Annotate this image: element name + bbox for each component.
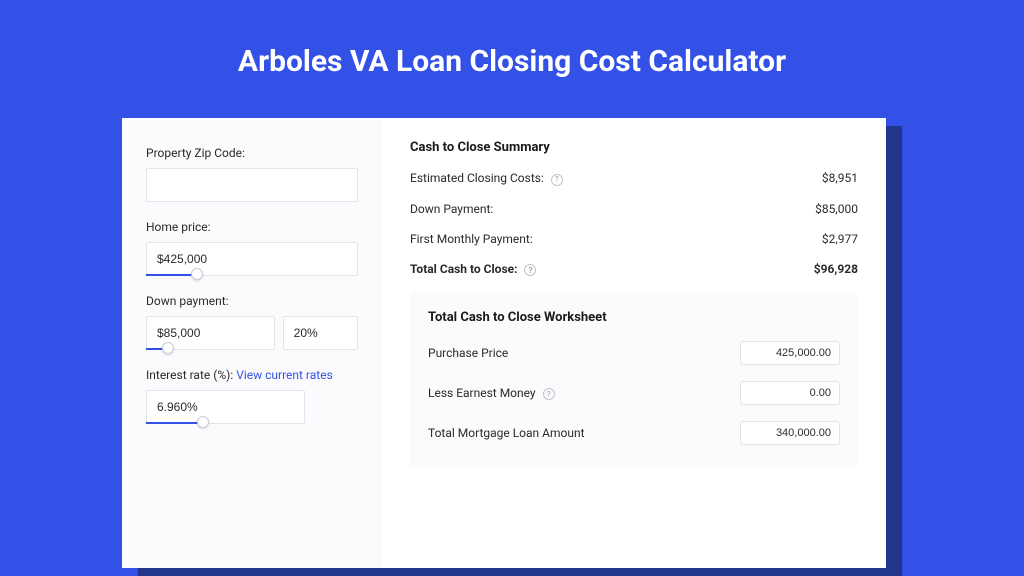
slider-track — [146, 274, 197, 276]
field-interest-rate: Interest rate (%): View current rates — [146, 368, 358, 424]
summary-total-label: Total Cash to Close: — [410, 262, 517, 276]
help-icon[interactable]: ? — [543, 388, 555, 400]
worksheet-title: Total Cash to Close Worksheet — [428, 310, 840, 325]
summary-row-value: $2,977 — [822, 232, 858, 246]
worksheet-row: Total Mortgage Loan Amount — [428, 421, 840, 445]
down-payment-label: Down payment: — [146, 294, 358, 308]
summary-row-label: Down Payment: — [410, 202, 493, 216]
interest-rate-label: Interest rate (%): View current rates — [146, 368, 358, 382]
summary-row-value: $8,951 — [822, 171, 858, 185]
worksheet-row-label: Total Mortgage Loan Amount — [428, 426, 585, 440]
calculator-card: Property Zip Code: Home price: Down paym… — [122, 118, 886, 568]
summary-title: Cash to Close Summary — [410, 140, 858, 155]
slider-thumb[interactable] — [191, 268, 203, 280]
worksheet-row: Less Earnest Money ? — [428, 381, 840, 405]
help-icon[interactable]: ? — [551, 174, 563, 186]
field-down-payment: Down payment: — [146, 294, 358, 350]
worksheet-row-input[interactable] — [740, 341, 840, 365]
home-price-input[interactable] — [146, 242, 358, 276]
summary-row-label: Estimated Closing Costs: — [410, 171, 544, 185]
summary-total-row: Total Cash to Close: ? $96,928 — [410, 262, 858, 277]
zip-label: Property Zip Code: — [146, 146, 358, 160]
page-title: Arboles VA Loan Closing Cost Calculator — [0, 44, 1024, 79]
summary-total-value: $96,928 — [814, 262, 858, 276]
interest-rate-input[interactable] — [146, 390, 305, 424]
summary-row: Down Payment: $85,000 — [410, 202, 858, 216]
worksheet-row-label: Less Earnest Money — [428, 386, 536, 400]
worksheet-row-label: Purchase Price — [428, 346, 508, 360]
worksheet-row-input[interactable] — [740, 381, 840, 405]
interest-rate-label-text: Interest rate (%): — [146, 368, 236, 382]
down-payment-percent-input[interactable] — [283, 316, 358, 350]
home-price-label: Home price: — [146, 220, 358, 234]
field-home-price: Home price: — [146, 220, 358, 276]
help-icon[interactable]: ? — [524, 264, 536, 276]
summary-row: First Monthly Payment: $2,977 — [410, 232, 858, 246]
view-rates-link[interactable]: View current rates — [236, 368, 333, 382]
summary-row: Estimated Closing Costs: ? $8,951 — [410, 171, 858, 186]
inputs-panel: Property Zip Code: Home price: Down paym… — [122, 118, 382, 568]
slider-thumb[interactable] — [162, 342, 174, 354]
worksheet-row: Purchase Price — [428, 341, 840, 365]
summary-row-label: First Monthly Payment: — [410, 232, 533, 246]
summary-row-value: $85,000 — [815, 202, 858, 216]
worksheet-panel: Total Cash to Close Worksheet Purchase P… — [410, 292, 858, 467]
field-zip: Property Zip Code: — [146, 146, 358, 202]
zip-input[interactable] — [146, 168, 358, 202]
summary-panel: Cash to Close Summary Estimated Closing … — [382, 118, 886, 568]
worksheet-row-input[interactable] — [740, 421, 840, 445]
slider-track — [146, 422, 203, 424]
slider-thumb[interactable] — [197, 416, 209, 428]
